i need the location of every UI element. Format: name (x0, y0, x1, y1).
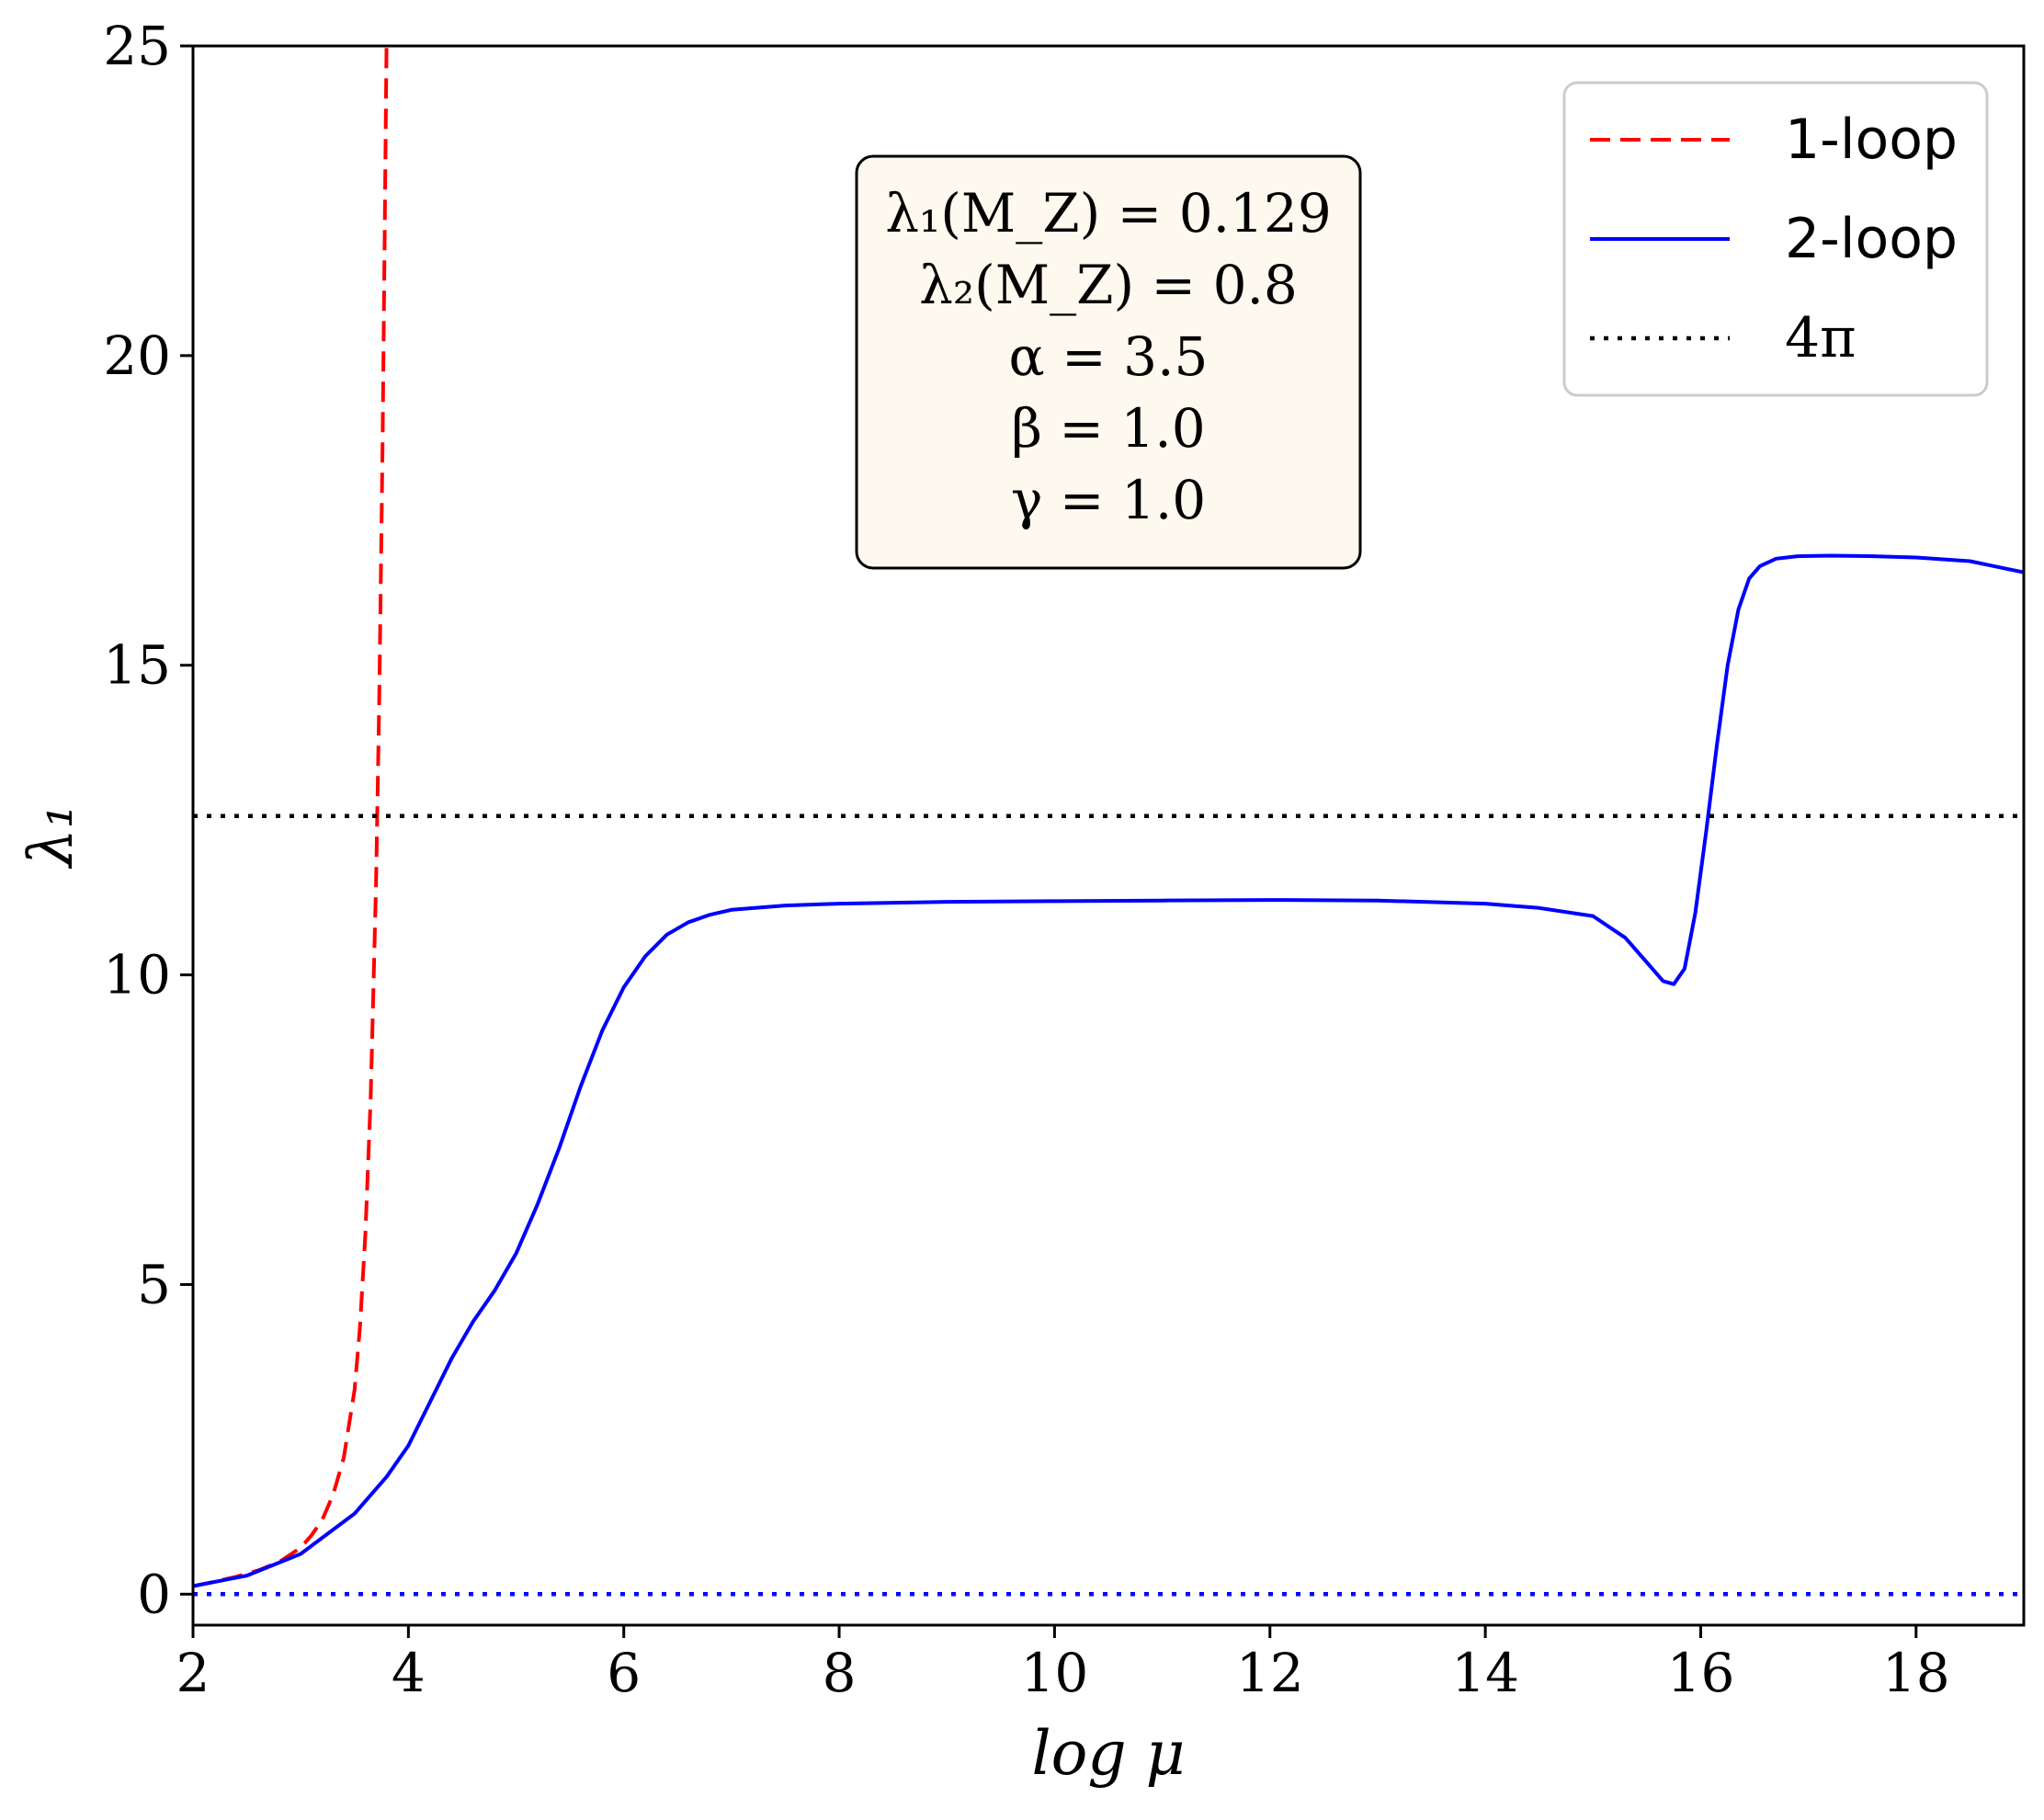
y-tick-label: 10 (103, 944, 171, 1007)
y-tick-label: 20 (103, 324, 171, 387)
x-tick-label: 4 (392, 1642, 426, 1704)
legend-label-2-loop: 2-loop (1785, 207, 1958, 271)
annotation-background (855, 154, 1362, 570)
legend-box (1562, 81, 1989, 397)
annotation-line: α = 3.5 (1009, 325, 1209, 388)
annotation-line: λ₂(M_Z) = 0.8 (919, 254, 1298, 316)
series-layer (193, 46, 2024, 1597)
annotation-line: β = 1.0 (1011, 397, 1205, 460)
x-tick-label: 6 (607, 1642, 641, 1704)
y-tick-label: 0 (137, 1563, 171, 1625)
parameter-annotation-box: λ₁(M_Z) = 0.129 λ₂(M_Z) = 0.8 α = 3.5 β … (855, 154, 1362, 570)
ticks-layer: 2 4 6 8 10 12 14 16 18 0 5 10 15 20 25 (103, 15, 1950, 1704)
annotation-line: γ = 1.0 (1011, 469, 1206, 531)
series-1-loop-line (193, 46, 389, 1588)
x-tick-label: 14 (1451, 1642, 1519, 1704)
y-tick-label: 5 (137, 1253, 171, 1315)
y-tick-label: 15 (103, 634, 171, 697)
series-2-loop-line (193, 553, 2024, 1588)
x-tick-label: 16 (1667, 1642, 1735, 1704)
legend: 1-loop 2-loop 4π (1562, 81, 1989, 397)
y-tick-label: 25 (103, 15, 171, 77)
y-axis-label: λ₁ (16, 804, 86, 870)
plot-frame (191, 44, 2026, 1627)
legend-label-1-loop: 1-loop (1785, 108, 1958, 172)
x-tick-label: 2 (176, 1642, 210, 1704)
x-tick-label: 12 (1236, 1642, 1304, 1704)
legend-label-4pi: 4π (1785, 306, 1857, 370)
x-axis-label: log μ (1032, 1718, 1186, 1789)
x-tick-label: 18 (1882, 1642, 1950, 1704)
annotation-line: λ₁(M_Z) = 0.129 (885, 182, 1331, 245)
x-tick-label: 10 (1021, 1642, 1089, 1704)
x-tick-label: 8 (823, 1642, 857, 1704)
